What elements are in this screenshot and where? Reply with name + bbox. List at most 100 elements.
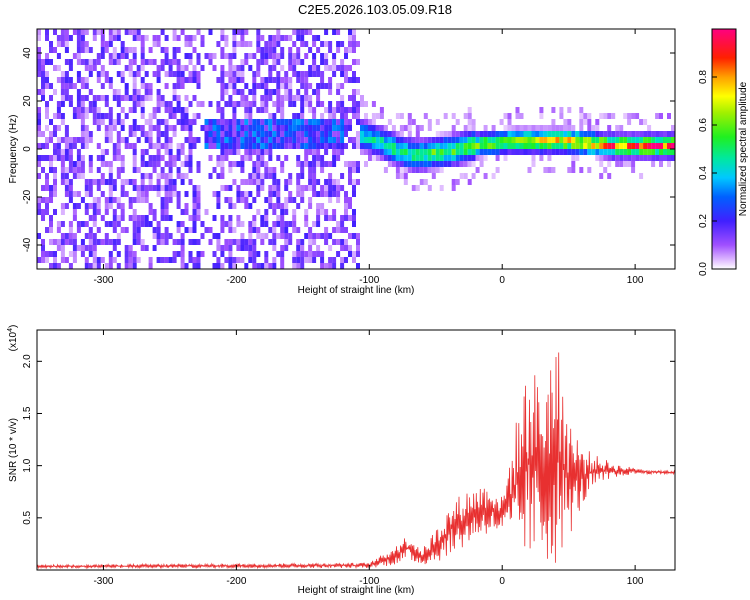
heatmap-cell	[260, 53, 265, 59]
heatmap-cell	[64, 71, 69, 77]
heatmap-cell	[336, 47, 341, 53]
heatmap-cell	[312, 257, 317, 263]
heatmap-cell	[92, 65, 97, 71]
heatmap-cell	[427, 119, 432, 125]
figure-title: C2E5.2026.103.05.09.R18	[298, 2, 452, 17]
heatmap-cell	[224, 101, 229, 107]
heatmap-cell	[260, 263, 265, 269]
heatmap-cell	[395, 149, 400, 155]
heatmap-cell	[463, 173, 468, 179]
heatmap-cell	[619, 137, 624, 143]
heatmap-cell	[64, 173, 69, 179]
heatmap-cell	[300, 251, 305, 257]
heatmap-cell	[272, 209, 277, 215]
heatmap-cell	[172, 257, 177, 263]
heatmap-cell	[332, 131, 337, 137]
heatmap-cell	[220, 245, 225, 251]
heatmap-cell	[288, 101, 293, 107]
heatmap-cell	[264, 215, 269, 221]
heatmap-cell	[348, 47, 352, 53]
heatmap-cell	[88, 179, 93, 185]
heatmap-cell	[124, 179, 129, 185]
heatmap-cell	[168, 197, 173, 203]
heatmap-cell	[332, 59, 337, 65]
heatmap-cell	[76, 29, 81, 35]
heatmap-cell	[316, 65, 321, 71]
heatmap-cell	[607, 173, 612, 179]
heatmap-cell	[364, 137, 368, 143]
heatmap-cell	[643, 119, 648, 125]
heatmap-cell	[356, 89, 360, 95]
heatmap-cell	[443, 161, 448, 167]
heatmap-cell	[172, 179, 177, 185]
heatmap-cell	[188, 143, 193, 149]
heatmap-cell	[116, 131, 121, 137]
heatmap-cell	[64, 203, 69, 209]
heatmap-cell	[467, 179, 472, 185]
heatmap-cell	[96, 239, 101, 245]
heatmap-cell	[348, 197, 352, 203]
heatmap-cell	[439, 143, 444, 149]
heatmap-cell	[236, 131, 241, 137]
heatmap-cell	[324, 215, 329, 221]
heatmap-cell	[312, 107, 317, 113]
heatmap-cell	[252, 131, 257, 137]
heatmap-cell	[144, 131, 149, 137]
heatmap-cell	[72, 203, 77, 209]
heatmap-cell	[128, 131, 133, 137]
heatmap-cell	[164, 203, 169, 209]
heatmap-cell	[240, 101, 245, 107]
heatmap-cell	[128, 179, 133, 185]
heatmap-cell	[356, 77, 360, 83]
heatmap-cell	[563, 119, 568, 125]
heatmap-cell	[328, 65, 333, 71]
heatmap-cell	[336, 65, 341, 71]
heatmap-cell	[236, 89, 241, 95]
heatmap-cell	[507, 143, 512, 149]
heatmap-cell	[144, 215, 149, 221]
heatmap-cell	[411, 161, 416, 167]
heatmap-cell	[619, 131, 624, 137]
heatmap-cell	[415, 185, 420, 191]
heatmap-cell	[148, 161, 153, 167]
heatmap-cell	[208, 131, 213, 137]
heatmap-cell	[284, 137, 289, 143]
heatmap-cell	[88, 203, 93, 209]
heatmap-cell	[104, 131, 109, 137]
heatmap-cell	[168, 233, 173, 239]
heatmap-cell	[200, 65, 205, 71]
heatmap-cell	[443, 143, 448, 149]
heatmap-cell	[336, 227, 341, 233]
heatmap-cell	[148, 59, 153, 65]
heatmap-cell	[455, 161, 460, 167]
heatmap-cell	[172, 251, 177, 257]
heatmap-cell	[427, 185, 432, 191]
heatmap-cell	[172, 155, 177, 161]
heatmap-cell	[228, 137, 233, 143]
heatmap-cell	[304, 209, 309, 215]
heatmap-cell	[391, 161, 396, 167]
heatmap-cell	[292, 263, 297, 269]
heatmap-cell	[60, 203, 65, 209]
heatmap-cell	[336, 101, 341, 107]
heatmap-cell	[264, 221, 269, 227]
heatmap-cell	[256, 83, 261, 89]
heatmap-cell	[160, 215, 165, 221]
heatmap-cell	[128, 203, 133, 209]
heatmap-cell	[256, 167, 261, 173]
heatmap-cell	[64, 137, 69, 143]
heatmap-cell	[120, 47, 125, 53]
heatmap-cell	[651, 161, 656, 167]
heatmap-cell	[591, 137, 596, 143]
heatmap-cell	[112, 155, 117, 161]
heatmap-cell	[312, 137, 317, 143]
heatmap-cell	[64, 29, 69, 35]
heatmap-cell	[671, 125, 675, 131]
heatmap-cell	[352, 59, 356, 65]
heatmap-cell	[248, 89, 253, 95]
heatmap-cell	[68, 251, 73, 257]
heatmap-cell	[268, 119, 273, 125]
heatmap-cell	[348, 125, 352, 131]
heatmap-cell	[49, 251, 53, 257]
heatmap-cell	[80, 83, 85, 89]
